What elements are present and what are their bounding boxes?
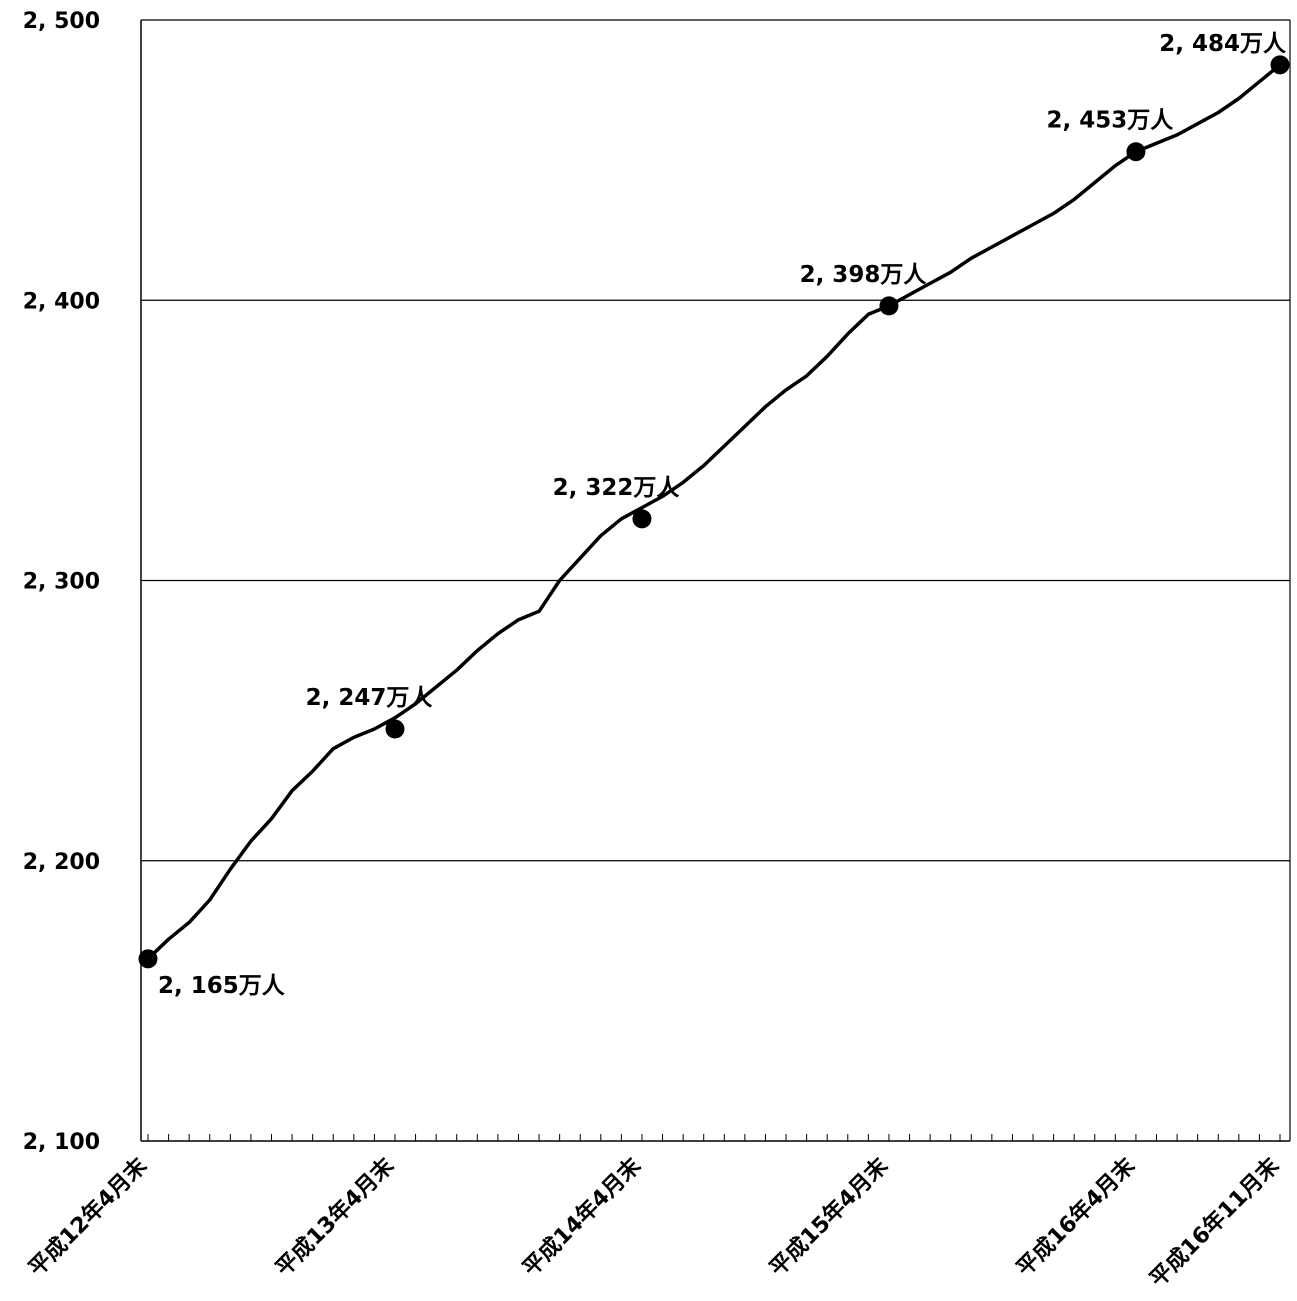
y-tick-label-2300: 2, 300 [23, 570, 100, 595]
x-tick-label: 平成16年4月末 [1012, 1152, 1141, 1281]
data-marker-12 [385, 719, 405, 739]
x-tick-label: 平成12年4月末 [24, 1152, 153, 1281]
x-tick-label: 平成16年11月末 [1145, 1152, 1285, 1292]
series-line [146, 63, 1282, 961]
data-label-0: 2, 165万人 [158, 973, 286, 999]
series-line-group [146, 63, 1282, 961]
data-label-24: 2, 322万人 [553, 475, 681, 501]
data-label-55: 2, 484万人 [1159, 31, 1287, 57]
y-axis: 2, 100 2, 200 2, 300 2, 400 2, 500 [23, 9, 1291, 1155]
x-axis: 平成12年4月末 平成13年4月末 平成14年4月末 平成15年4月末 平成16年4月末… [24, 1134, 1290, 1292]
x-tick-label: 平成14年4月末 [518, 1152, 647, 1281]
y-tick-label-2200: 2, 200 [23, 850, 100, 875]
data-marker-0 [138, 949, 158, 969]
x-tick-label: 平成13年4月末 [271, 1152, 400, 1281]
data-label-48: 2, 453万人 [1047, 108, 1175, 134]
y-tick-label-2400: 2, 400 [23, 289, 100, 314]
grid-lines [141, 19, 1290, 862]
data-labels: 2, 165万人 2, 247万人 2, 322万人 2, 398万人 2, 453万人… [158, 31, 1287, 999]
data-label-36: 2, 398万人 [800, 262, 928, 288]
y-tick-label-2500: 2, 500 [23, 9, 100, 34]
data-marker-24 [632, 509, 652, 529]
data-markers [138, 55, 1290, 969]
data-marker-36 [879, 296, 899, 316]
data-label-12: 2, 247万人 [306, 685, 434, 711]
data-marker-55 [1270, 55, 1290, 75]
data-marker-48 [1126, 142, 1146, 162]
y-tick-label-2100: 2, 100 [23, 1130, 100, 1155]
x-tick-label: 平成15年4月末 [765, 1152, 894, 1281]
